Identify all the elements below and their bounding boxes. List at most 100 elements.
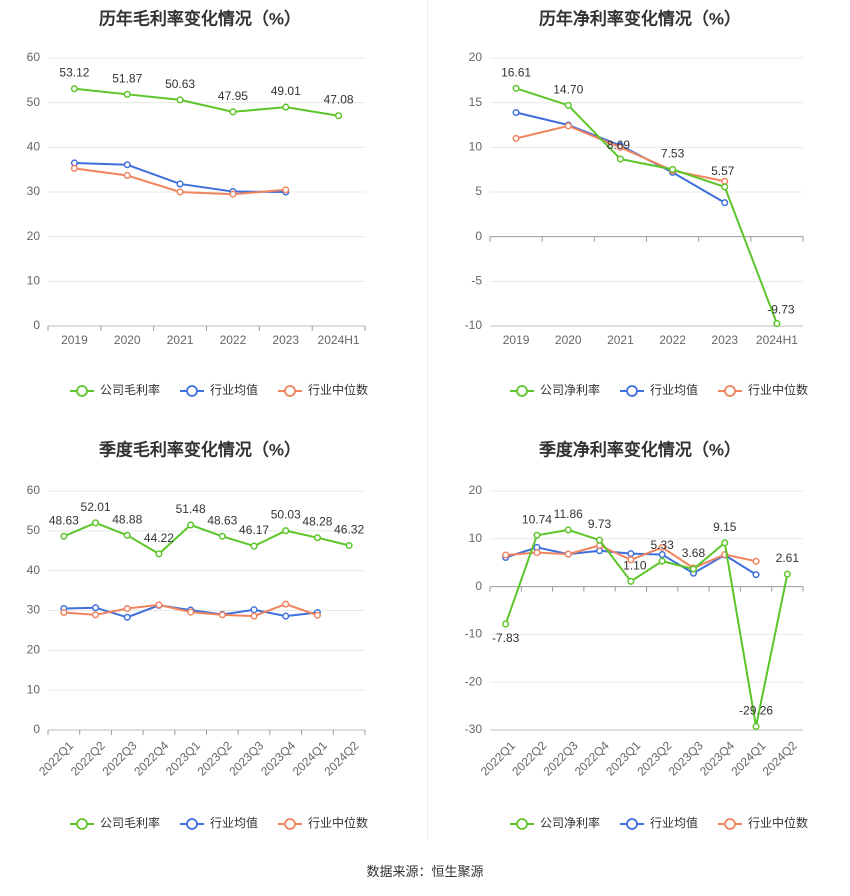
legend-item[interactable]: 行业中位数	[718, 382, 808, 397]
y-tick-label: 20	[469, 50, 483, 64]
data-point	[502, 551, 510, 559]
data-point	[218, 611, 226, 619]
chart-title: 历年毛利率变化情况（%）	[99, 8, 301, 28]
x-tick-label: 2021	[607, 333, 634, 347]
y-tick-label: 20	[27, 229, 41, 243]
data-point	[250, 542, 258, 550]
data-label: 3.68	[682, 546, 706, 560]
legend-label: 行业均值	[650, 382, 698, 397]
data-point	[689, 565, 698, 573]
y-tick-label: 40	[27, 140, 41, 154]
data-label: 47.08	[324, 93, 354, 107]
y-tick-label: 0	[33, 318, 40, 332]
legend-label: 行业中位数	[308, 382, 368, 397]
data-point	[313, 611, 322, 619]
y-tick-label: 20	[27, 643, 41, 657]
data-label: 9.15	[713, 520, 737, 534]
x-tick-label: 2024Q2	[321, 738, 361, 778]
data-point	[92, 604, 100, 612]
data-label: 10.74	[522, 512, 552, 526]
data-point	[282, 527, 290, 535]
legend-swatch-marker	[284, 385, 296, 397]
chart-title: 季度毛利率变化情况（%）	[99, 439, 301, 459]
data-point	[92, 519, 100, 527]
chart-title: 历年净利率变化情况（%）	[539, 8, 741, 28]
data-point	[502, 620, 510, 628]
data-point	[282, 612, 290, 620]
data-label: 48.63	[207, 513, 237, 527]
data-label: 14.70	[553, 82, 583, 96]
legend-swatch-marker	[284, 818, 296, 830]
legend-swatch-marker	[76, 385, 88, 397]
legend-item[interactable]: 公司净利率	[510, 382, 600, 397]
data-label: 46.17	[239, 523, 269, 537]
legend-item[interactable]: 公司净利率	[510, 815, 600, 830]
data-label: -9.73	[767, 303, 795, 317]
data-point	[752, 557, 760, 565]
y-tick-label: 0	[475, 229, 482, 243]
data-point	[335, 112, 343, 120]
legend-item[interactable]: 行业均值	[620, 815, 698, 830]
legend-item[interactable]: 行业均值	[180, 815, 258, 830]
data-label: 53.12	[59, 66, 89, 80]
y-tick-label: 10	[27, 682, 41, 696]
data-point	[721, 539, 729, 547]
data-point	[512, 108, 520, 117]
data-point	[721, 183, 729, 191]
legend-swatch-marker	[724, 385, 736, 397]
legend-label: 公司净利率	[540, 382, 600, 397]
data-point	[564, 526, 572, 534]
data-label: 7.53	[661, 146, 685, 160]
x-tick-label: 2024H1	[318, 333, 360, 347]
legend-item[interactable]: 行业中位数	[278, 382, 368, 397]
legend-item[interactable]: 行业中位数	[718, 815, 808, 830]
data-point	[658, 551, 666, 559]
legend-label: 公司毛利率	[100, 382, 160, 397]
legend-label: 公司净利率	[540, 815, 600, 830]
legend-swatch-marker	[186, 385, 198, 397]
data-point	[616, 155, 624, 163]
data-point	[627, 556, 635, 564]
chart-3: 季度毛利率变化情况（%）01020304050602022Q12022Q2202…	[27, 439, 368, 830]
data-point	[218, 532, 226, 540]
series-line-1	[515, 87, 778, 324]
data-point	[533, 531, 541, 539]
legend-item[interactable]: 行业均值	[620, 382, 698, 397]
data-label: 47.95	[218, 89, 248, 103]
y-tick-label: 15	[469, 95, 483, 109]
legend-swatch-marker	[516, 385, 528, 397]
data-label: 5.33	[650, 538, 674, 552]
legend-item[interactable]: 行业中位数	[278, 815, 368, 830]
data-point	[773, 320, 781, 328]
series-line-3	[515, 124, 725, 183]
data-label: 51.48	[176, 502, 206, 516]
series-line-1	[74, 87, 339, 117]
data-point	[176, 188, 184, 196]
data-label: 50.63	[165, 77, 195, 91]
data-label: 8.69	[607, 138, 631, 152]
data-label: 9.73	[588, 517, 612, 531]
y-tick-label: 0	[475, 579, 482, 593]
data-point	[70, 164, 78, 172]
legend-item[interactable]: 公司毛利率	[70, 382, 160, 397]
legend-swatch-marker	[516, 818, 528, 830]
data-point	[60, 608, 68, 617]
data-label: 48.88	[112, 512, 142, 526]
legend-label: 行业中位数	[308, 815, 368, 830]
data-label: 50.03	[271, 508, 301, 522]
y-tick-label: 50	[27, 523, 41, 537]
x-tick-label: 2019	[61, 333, 88, 347]
legend-swatch-marker	[626, 385, 638, 397]
legend-label: 行业均值	[210, 382, 258, 397]
x-tick-label: 2019	[503, 333, 530, 347]
legend-item[interactable]: 公司毛利率	[70, 815, 160, 830]
data-point	[564, 101, 572, 109]
y-tick-label: -10	[465, 318, 483, 332]
legend-item[interactable]: 行业均值	[180, 382, 258, 397]
data-point	[313, 534, 322, 542]
data-point	[229, 190, 237, 198]
chart-title: 季度净利率变化情况（%）	[539, 439, 741, 459]
legend-swatch-marker	[76, 818, 88, 830]
y-tick-label: 0	[33, 722, 40, 736]
